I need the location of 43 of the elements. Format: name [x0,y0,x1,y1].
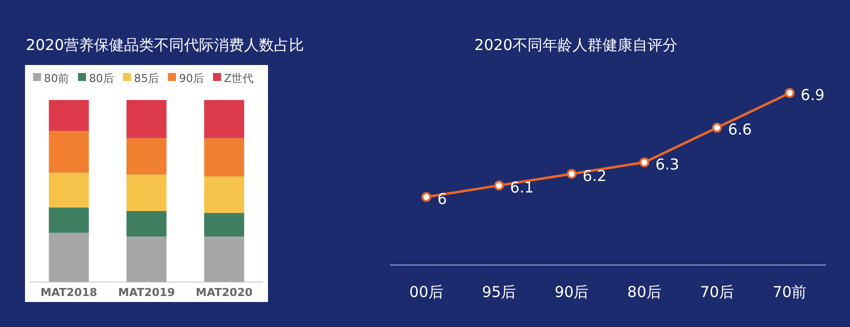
bar [204,212,244,236]
data-label: 6.2 [582,166,607,185]
x-tick-label: 95后 [482,283,516,301]
x-tick-label: 00后 [409,283,444,301]
x-tick-label: MAT2019 [118,286,175,299]
bar [48,130,89,173]
bar [204,138,244,176]
point [712,122,722,133]
point [784,88,795,98]
point [421,192,432,202]
legend-label: 85后 [134,72,159,85]
chart-title: 2020营养保健品类不同代际消费人数占比 [26,36,304,54]
bar [48,172,89,208]
bar [126,100,166,138]
bar [204,236,244,282]
bar [204,100,244,138]
legend-label: 80前 [44,72,69,85]
data-label: 6.6 [728,120,752,139]
legend-label: Z世代 [224,72,254,85]
bar [204,176,244,213]
bar [48,100,89,131]
bar [126,236,166,282]
legend-label: 90后 [179,72,204,85]
data-label: 6 [437,190,447,208]
x-tick-label: MAT2018 [40,286,98,299]
x-tick-label: 70前 [772,283,807,301]
legend-label: 80后 [89,72,114,85]
data-label: 6.3 [655,155,680,174]
chart-title: 2020不同年龄人群健康自评分 [474,36,678,54]
bar [126,211,166,236]
x-tick-label: 70后 [700,283,734,301]
point [566,168,577,179]
point [494,180,504,190]
data-label: 6.1 [510,178,534,196]
data-label: 6.9 [800,86,825,104]
bar [126,174,166,212]
bar [48,207,89,233]
bar [126,138,166,175]
point [639,157,650,168]
bar [48,232,89,282]
x-tick-label: 90后 [554,283,589,301]
x-tick-label: 80后 [627,283,662,301]
x-tick-label: MAT2020 [196,286,253,299]
